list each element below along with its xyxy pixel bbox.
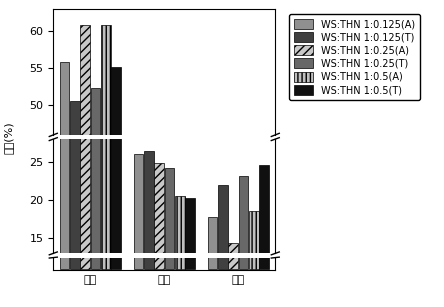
Bar — [101, 0, 111, 269]
Bar — [155, 157, 164, 269]
Bar — [175, 196, 185, 307]
Bar — [186, 198, 195, 307]
Bar — [70, 101, 79, 307]
Bar — [239, 165, 248, 269]
Bar — [218, 170, 227, 269]
Bar — [155, 291, 164, 307]
Bar — [80, 0, 90, 269]
Bar — [239, 176, 248, 307]
Bar — [249, 185, 258, 269]
Bar — [101, 0, 111, 307]
Bar — [111, 21, 121, 269]
Bar — [144, 280, 154, 307]
Bar — [59, 0, 69, 307]
Bar — [259, 165, 269, 307]
Bar — [111, 0, 121, 307]
Bar — [91, 87, 100, 307]
Bar — [144, 151, 154, 307]
Bar — [165, 160, 174, 269]
Text: 产率(%): 产率(%) — [4, 122, 14, 154]
Bar — [259, 293, 269, 307]
Bar — [144, 150, 154, 269]
Bar — [239, 304, 248, 307]
Bar — [59, 18, 69, 269]
Bar — [155, 163, 164, 307]
Bar — [111, 67, 121, 307]
Bar — [228, 243, 238, 307]
Bar — [70, 0, 79, 307]
Bar — [208, 217, 217, 307]
Bar — [249, 211, 258, 307]
Bar — [165, 168, 174, 307]
Bar — [134, 283, 143, 307]
Bar — [80, 0, 90, 307]
Legend: WS:THN 1:0.125(A), WS:THN 1:0.125(T), WS:THN 1:0.25(A), WS:THN 1:0.25(T), WS:THN: WS:THN 1:0.125(A), WS:THN 1:0.125(T), WS… — [289, 14, 420, 100]
Bar — [91, 33, 100, 269]
Bar — [59, 62, 69, 307]
Bar — [208, 189, 217, 269]
Bar — [259, 158, 269, 269]
Bar — [134, 154, 143, 307]
Bar — [91, 0, 100, 307]
Bar — [228, 205, 238, 269]
Bar — [80, 25, 90, 307]
Bar — [175, 177, 185, 269]
Bar — [70, 42, 79, 269]
Bar — [165, 296, 174, 307]
Bar — [101, 25, 111, 307]
Bar — [218, 185, 227, 307]
Bar — [134, 152, 143, 269]
Bar — [186, 178, 195, 269]
